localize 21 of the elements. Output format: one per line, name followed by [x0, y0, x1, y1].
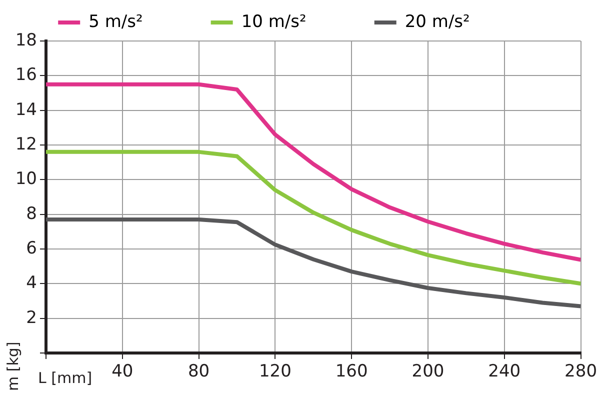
x-tick-label: 280: [564, 362, 598, 382]
y-axis-title: m [kg]: [4, 342, 22, 391]
legend-label: 10 m/s²: [241, 12, 360, 32]
x-tick-label: 200: [412, 362, 444, 382]
y-tick-label: 2: [26, 308, 37, 328]
x-tick-label: 40: [112, 362, 134, 382]
x-tick-label: 240: [488, 362, 521, 382]
legend-label: 20 m/s²: [404, 12, 524, 32]
x-tick-label: 160: [335, 362, 368, 382]
x-tick-label: 120: [258, 362, 292, 382]
y-tick-label: 8: [26, 204, 37, 224]
y-tick-label: 6: [26, 238, 37, 258]
y-tick-label: 16: [15, 65, 37, 86]
y-tick-label: 12: [15, 134, 37, 154]
y-tick-label: 4: [26, 273, 37, 294]
legend-label: 5 m/s²: [88, 12, 197, 32]
y-tick-label: 18: [15, 30, 37, 50]
x-axis-title: L [mm]: [38, 368, 92, 387]
y-tick-label: 10: [15, 169, 37, 190]
x-tick-label: 80: [188, 362, 210, 382]
y-tick-label: 14: [15, 100, 37, 120]
